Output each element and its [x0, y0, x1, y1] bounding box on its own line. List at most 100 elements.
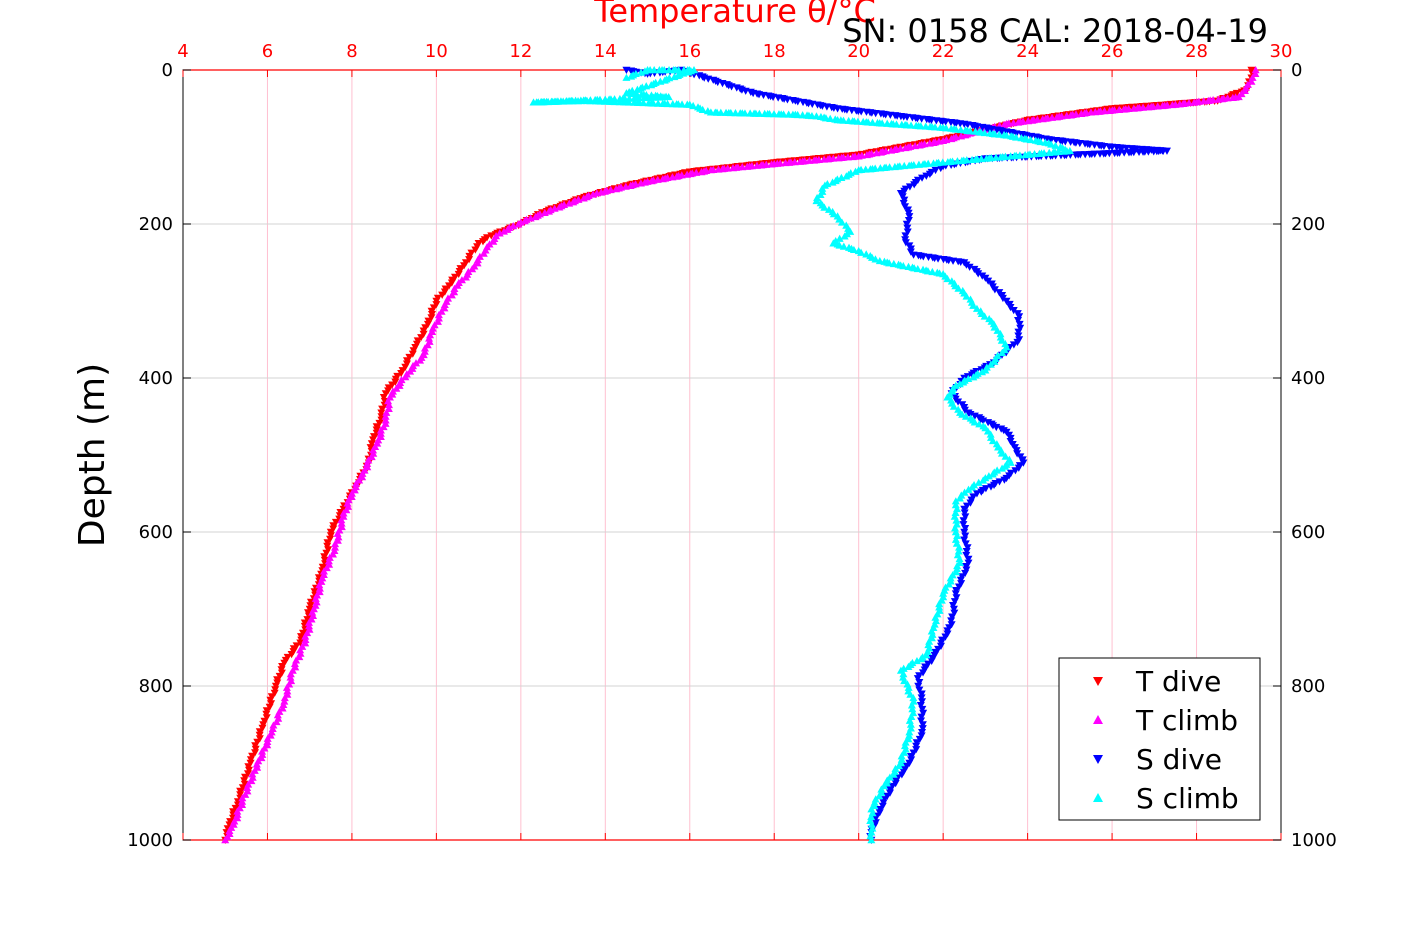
data-point	[728, 164, 737, 172]
data-point	[972, 304, 981, 312]
data-point	[955, 554, 964, 563]
data-point	[954, 398, 963, 406]
data-point	[984, 277, 993, 285]
data-point	[915, 686, 924, 694]
data-point	[324, 557, 333, 565]
legend-marker	[1093, 755, 1103, 764]
data-point	[828, 178, 837, 186]
data-point	[918, 705, 927, 714]
x-tick-label: 8	[346, 41, 357, 62]
data-point	[565, 199, 574, 207]
data-point	[269, 721, 278, 729]
data-point	[947, 617, 956, 625]
data-point	[996, 330, 1005, 338]
x-tick-label: 28	[1185, 41, 1208, 62]
x-tick-label: 18	[763, 41, 786, 62]
data-point	[974, 270, 983, 278]
y-tick-label-left: 400	[139, 368, 173, 389]
data-point	[935, 603, 944, 611]
data-point	[287, 651, 296, 659]
data-point	[378, 405, 387, 413]
data-point	[1199, 97, 1208, 105]
data-point	[912, 656, 921, 665]
grid	[183, 70, 1281, 840]
data-point	[1011, 467, 1020, 475]
data-point	[875, 792, 884, 800]
data-point	[495, 229, 504, 237]
data-point	[1240, 86, 1249, 94]
data-point	[658, 175, 667, 183]
data-point	[600, 97, 609, 105]
data-point	[952, 568, 961, 576]
data-point	[842, 172, 851, 180]
data-point	[952, 594, 961, 602]
data-point	[1251, 66, 1260, 74]
data-point	[650, 66, 659, 74]
data-point	[849, 245, 858, 254]
data-point	[871, 110, 880, 118]
data-point	[647, 81, 656, 89]
x-tick-label: 12	[509, 41, 532, 62]
data-point	[1168, 100, 1177, 109]
y-axis-label: Depth (m)	[72, 363, 113, 547]
data-point	[918, 721, 927, 729]
data-point	[221, 836, 230, 844]
data-point	[636, 179, 645, 187]
y-tick-label-right: 400	[1291, 368, 1325, 389]
legend-label: T climb	[1135, 704, 1238, 737]
data-point	[978, 368, 987, 376]
data-point	[396, 378, 405, 387]
data-point	[1006, 152, 1015, 160]
data-point	[974, 478, 983, 486]
data-point	[247, 776, 256, 785]
data-point	[514, 220, 523, 228]
data-point	[910, 181, 919, 189]
data-point	[901, 738, 910, 746]
data-point	[900, 187, 909, 195]
data-point	[612, 185, 621, 193]
data-point	[902, 220, 911, 228]
data-point	[948, 613, 957, 621]
data-point	[555, 203, 564, 211]
data-point	[931, 123, 940, 131]
data-point	[840, 232, 849, 240]
data-point	[986, 360, 995, 368]
legend-label: S climb	[1136, 782, 1239, 815]
data-point	[678, 100, 687, 108]
data-point	[1135, 148, 1144, 157]
serial-cal-annotation: SN: 0158 CAL: 2018-04-19	[842, 12, 1268, 50]
data-point	[924, 640, 933, 649]
data-point	[1061, 138, 1070, 146]
data-point	[660, 76, 669, 84]
data-point	[925, 637, 934, 645]
data-point	[964, 485, 973, 493]
data-point	[656, 77, 665, 85]
data-point	[793, 110, 802, 119]
data-point	[454, 270, 463, 279]
data-point	[901, 232, 910, 240]
data-point	[589, 190, 598, 198]
data-point	[875, 256, 884, 265]
data-point	[949, 605, 958, 613]
data-point	[962, 292, 971, 300]
legend-marker	[1093, 793, 1103, 802]
data-point	[382, 408, 391, 416]
data-point	[936, 164, 945, 173]
data-point	[962, 548, 971, 556]
data-point	[986, 430, 995, 438]
data-point	[894, 761, 903, 770]
data-point	[1149, 148, 1158, 156]
data-point	[698, 105, 707, 113]
data-point	[674, 66, 683, 74]
y-tick-label-right: 1000	[1291, 830, 1337, 851]
data-point	[897, 755, 906, 763]
data-point	[347, 489, 356, 497]
data-point	[468, 265, 477, 273]
data-point	[931, 166, 940, 175]
data-point	[969, 373, 978, 381]
data-point	[238, 794, 247, 802]
x-tick-label: 20	[847, 41, 870, 62]
data-point	[716, 108, 725, 116]
data-point	[820, 155, 829, 163]
